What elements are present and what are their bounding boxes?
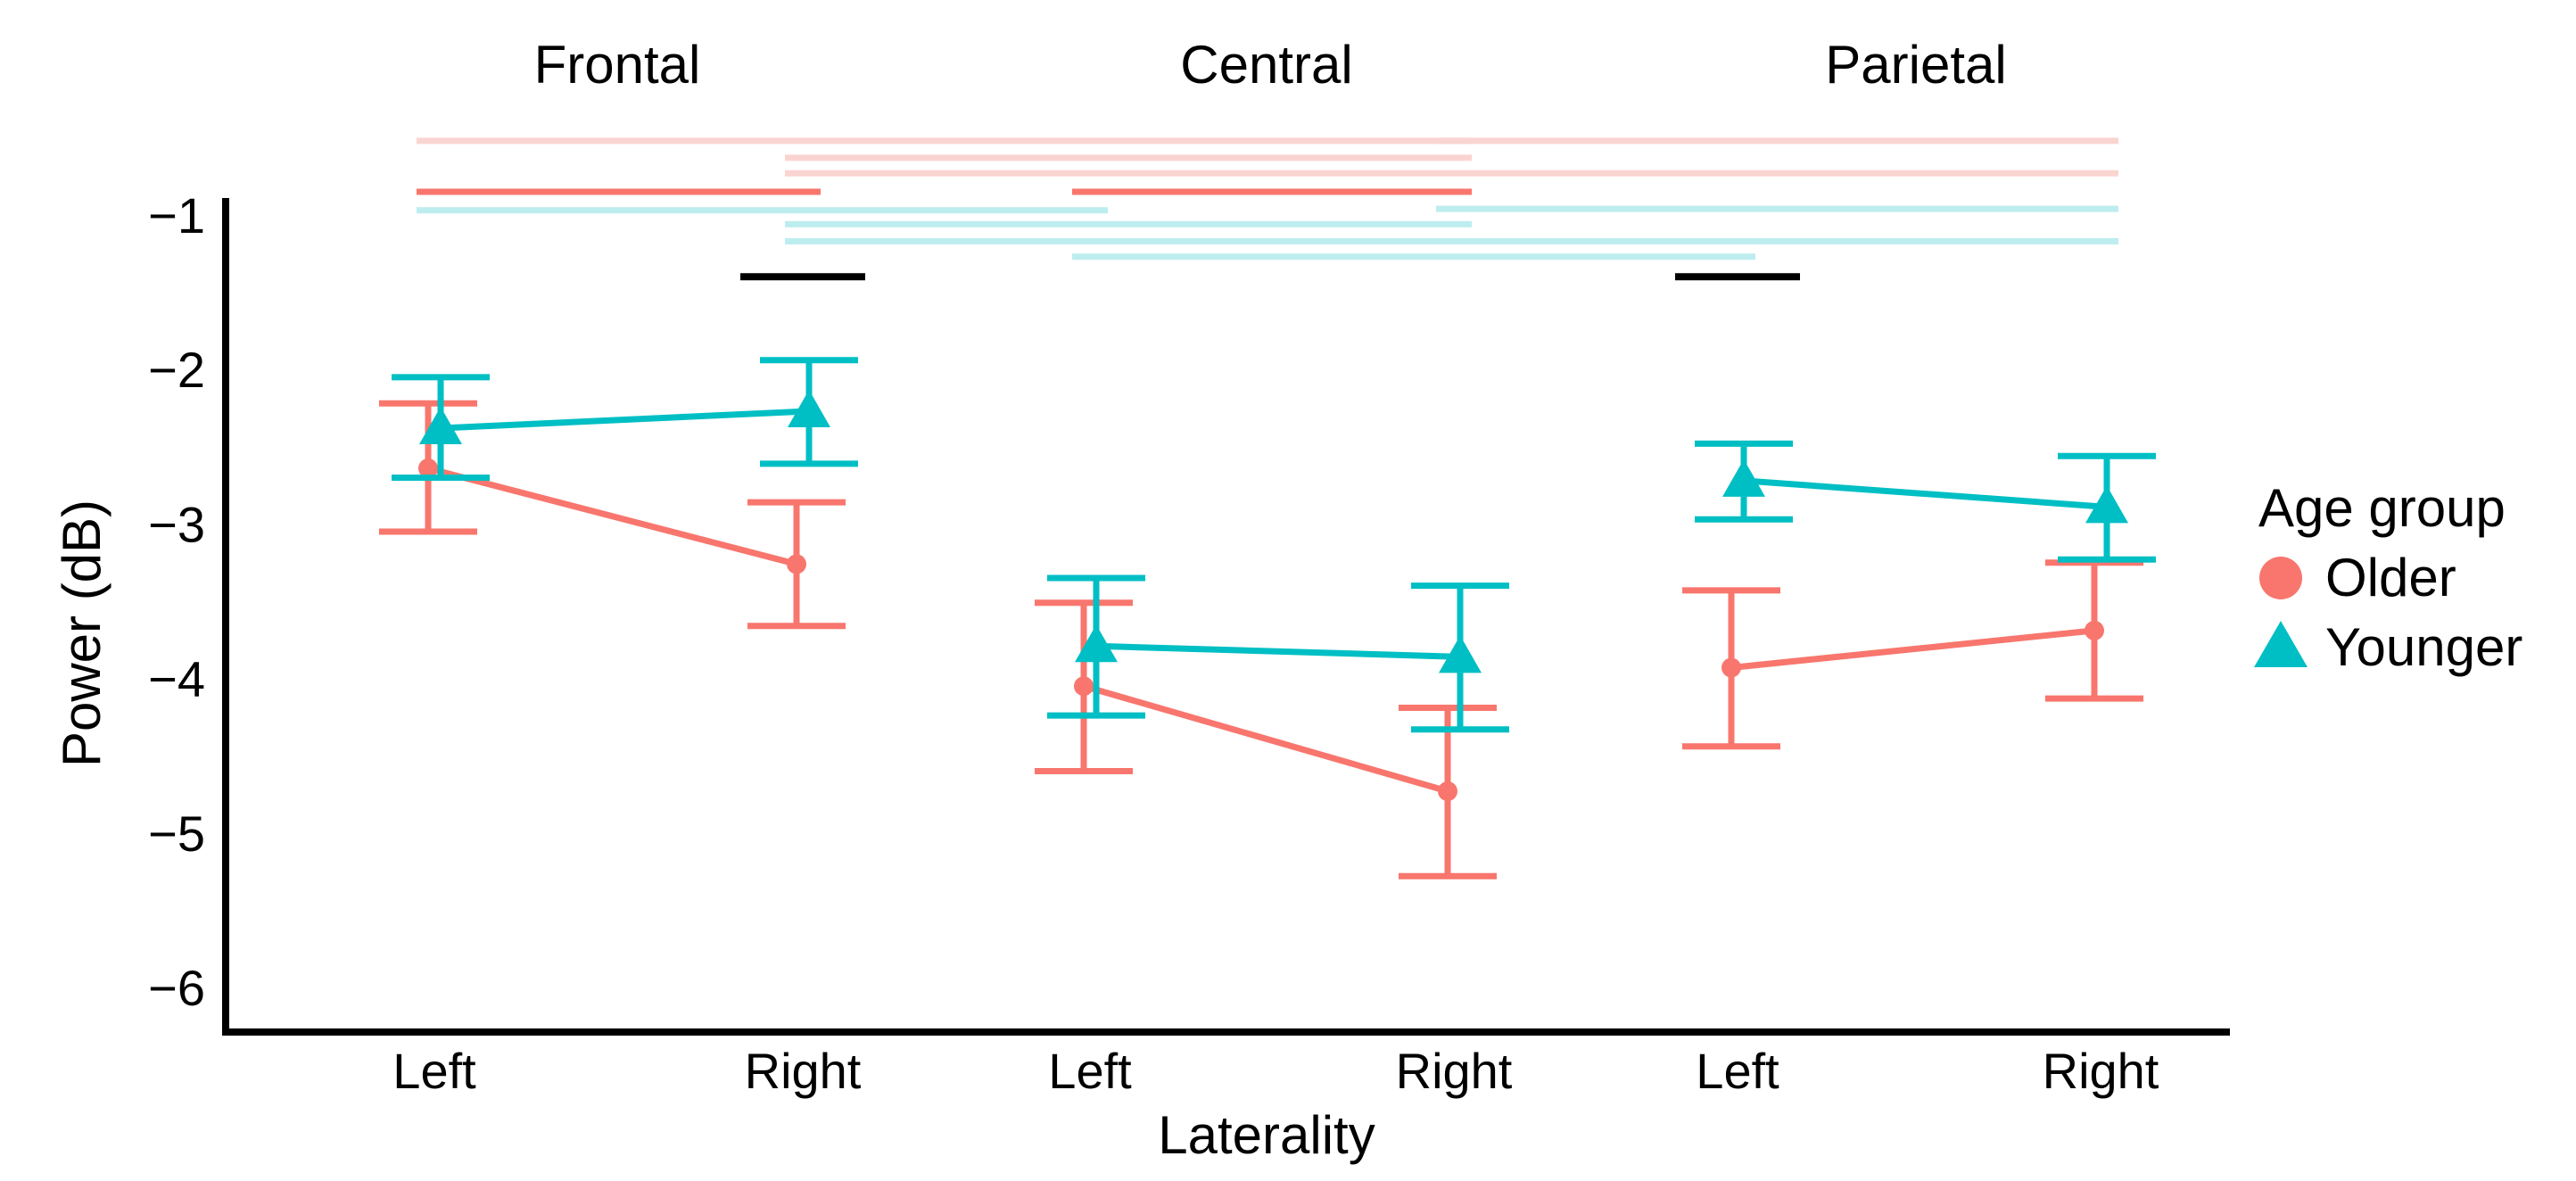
y-tick-label: −4 bbox=[148, 651, 205, 707]
x-tick-label: Right bbox=[745, 1043, 862, 1099]
older-point bbox=[2085, 620, 2104, 640]
younger-point bbox=[1439, 635, 1482, 673]
significance-bars bbox=[417, 137, 2118, 281]
panel-titles: Frontal Central Parietal bbox=[534, 35, 2007, 95]
legend-title: Age group bbox=[2258, 478, 2506, 538]
data-series bbox=[379, 357, 2156, 880]
y-tick-label: −5 bbox=[148, 805, 205, 862]
panel-title-central: Central bbox=[1180, 35, 1352, 95]
legend-key-younger bbox=[2254, 621, 2308, 667]
younger-point bbox=[788, 389, 830, 427]
older-series-line bbox=[427, 465, 797, 567]
older-point bbox=[1074, 676, 1094, 697]
younger-point bbox=[2085, 485, 2128, 524]
legend-label-younger: Younger bbox=[2325, 617, 2522, 677]
x-axis-title: Laterality bbox=[1158, 1105, 1375, 1165]
younger-series-line bbox=[1095, 642, 1461, 660]
x-tick-label: Left bbox=[1696, 1043, 1779, 1099]
older-point bbox=[787, 554, 806, 574]
x-tick-label: Left bbox=[392, 1043, 476, 1099]
older-series-line bbox=[1730, 627, 2095, 671]
younger-series-line bbox=[440, 408, 810, 432]
older-point bbox=[1438, 781, 1457, 802]
y-tick-label: −2 bbox=[148, 342, 205, 398]
x-tick-label: Right bbox=[2043, 1043, 2159, 1099]
younger-point bbox=[1722, 458, 1765, 497]
older-point bbox=[1721, 657, 1741, 678]
x-tick-label: Left bbox=[1048, 1043, 1132, 1099]
y-axis-title: Power (dB) bbox=[52, 500, 111, 767]
older-series-line bbox=[1083, 682, 1449, 795]
legend: Age group Older Younger bbox=[2254, 478, 2522, 677]
y-tick-label: −3 bbox=[148, 496, 205, 552]
x-tick-label: Right bbox=[1396, 1043, 1513, 1099]
panel-title-parietal: Parietal bbox=[1825, 35, 2006, 95]
panel-title-frontal: Frontal bbox=[534, 35, 701, 95]
legend-key-older bbox=[2259, 557, 2302, 599]
younger-point bbox=[1075, 624, 1118, 663]
y-tick-label: −1 bbox=[148, 187, 205, 244]
younger-point bbox=[419, 407, 462, 445]
older-point bbox=[418, 458, 438, 479]
axes: Laterality Power (dB) bbox=[52, 198, 2230, 1165]
younger-series-line bbox=[1743, 477, 2108, 510]
tick-labels: −1 −2 −3 −4 −5 −6 Left Right Left Right Left Right bbox=[148, 187, 2159, 1099]
legend-label-older: Older bbox=[2325, 548, 2456, 607]
y-tick-label: −6 bbox=[148, 960, 205, 1016]
